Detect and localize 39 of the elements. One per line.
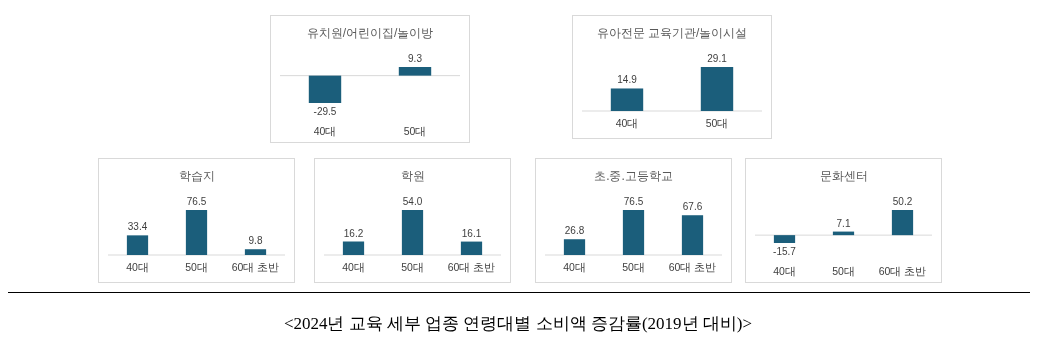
chart-title: 초.중.고등학교 (594, 169, 673, 183)
x-tick-label: 50대 (622, 261, 645, 273)
chart-title: 학습지 (178, 169, 215, 183)
x-tick-label: 50대 (403, 125, 427, 137)
chart-title: 학원 (400, 169, 425, 183)
x-tick-label: 50대 (705, 117, 729, 129)
data-label: 54.0 (402, 196, 423, 207)
data-label: 9.8 (248, 235, 263, 247)
x-tick-label: 40대 (563, 261, 586, 273)
data-label: 50.2 (892, 196, 913, 207)
data-label: 14.9 (617, 74, 638, 86)
data-label: 9.3 (408, 53, 423, 64)
chart-title: 유아전문 교육기관/놀이시설 (596, 26, 748, 40)
chart-title: 유치원/어린이집/놀이방 (306, 26, 434, 40)
x-tick-label: 50대 (832, 265, 855, 277)
data-label: 67.6 (682, 201, 703, 213)
data-label: -15.7 (773, 246, 797, 257)
x-tick-label: 60대 초반 (668, 261, 717, 273)
chart-title: 문화센터 (819, 169, 868, 183)
x-tick-label: 40대 (126, 261, 149, 273)
data-label: 26.8 (564, 225, 585, 237)
x-tick-label: 40대 (615, 117, 639, 129)
x-tick-label: 60대 초반 (447, 261, 496, 273)
x-tick-label: 60대 초반 (878, 265, 927, 277)
data-label: 7.1 (836, 217, 851, 229)
x-tick-label: 40대 (773, 265, 796, 277)
x-tick-label: 40대 (313, 125, 337, 137)
data-label: 76.5 (186, 196, 207, 207)
text: <2024년 교육 세부 업종 연령대별 소비액 증감률(2019년 대비)> (283, 314, 753, 333)
data-label: 16.2 (343, 227, 364, 239)
data-label: 29.1 (707, 53, 728, 64)
x-tick-label: 60대 초반 (231, 261, 280, 273)
data-label: 76.5 (623, 196, 644, 207)
data-label: -29.5 (313, 106, 337, 117)
x-tick-label: 50대 (185, 261, 208, 273)
x-tick-label: 50대 (401, 261, 424, 273)
data-label: 33.4 (127, 221, 148, 233)
data-label: 16.1 (461, 227, 482, 239)
x-tick-label: 40대 (342, 261, 365, 273)
